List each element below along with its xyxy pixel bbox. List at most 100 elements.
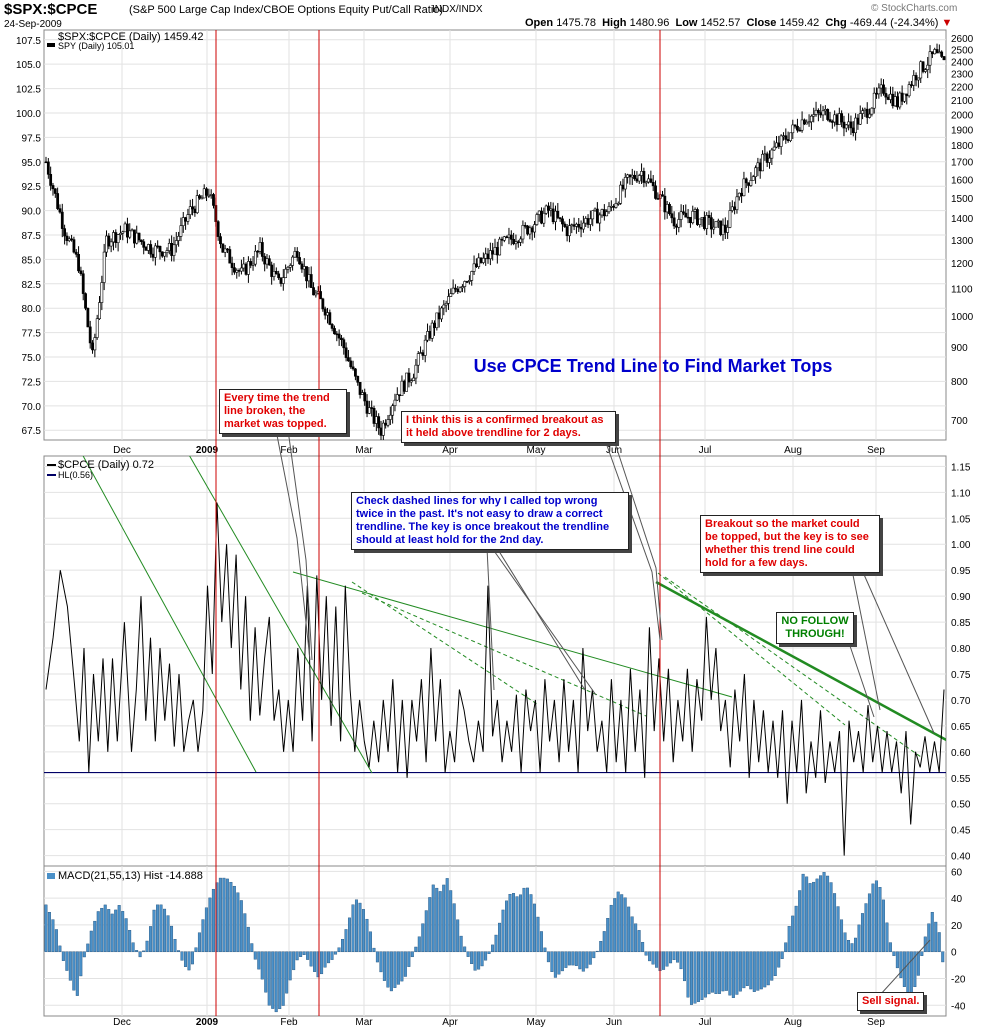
macd-bar	[145, 940, 149, 952]
candle-body	[851, 127, 855, 134]
macd-tick-label: -20	[951, 975, 966, 986]
candle-body	[530, 227, 534, 233]
price-right-tick-label: 1900	[951, 125, 974, 136]
candle-body	[58, 208, 62, 213]
macd-bar	[763, 951, 767, 988]
time-tick-label-bottom: Mar	[355, 1017, 373, 1028]
macd-bar	[138, 951, 142, 958]
macd-bar	[222, 877, 226, 952]
candle-body	[179, 225, 183, 237]
candle-body	[689, 217, 692, 224]
macd-bar	[588, 951, 592, 965]
macd-bar	[714, 951, 718, 994]
macd-bar	[93, 920, 97, 952]
candle-body	[240, 267, 243, 272]
macd-bar	[892, 951, 896, 956]
macd-bar	[676, 951, 680, 963]
candle-body	[95, 318, 99, 338]
pointer-2b	[613, 439, 663, 641]
candle-body	[505, 236, 509, 239]
candle-body	[600, 209, 604, 216]
candle-body	[675, 225, 678, 228]
macd-bar	[557, 951, 561, 975]
candle-body	[379, 427, 383, 436]
macd-bar	[623, 897, 627, 952]
candle-body	[374, 416, 378, 424]
cpce-tick-label: 1.05	[951, 514, 971, 525]
macd-bar	[163, 908, 167, 952]
candle-body	[728, 210, 732, 228]
candle-body	[709, 217, 713, 230]
candle-body	[782, 135, 785, 138]
macd-bar	[641, 941, 645, 952]
candle-body	[167, 243, 171, 251]
macd-bar	[47, 912, 51, 952]
candle-body	[919, 61, 923, 79]
price-right-tick-label: 900	[951, 343, 968, 354]
macd-bar	[899, 951, 903, 978]
macd-bar	[724, 951, 728, 991]
macd-bar	[564, 951, 568, 968]
candle-body	[186, 214, 190, 222]
candle-body	[835, 114, 839, 125]
candle-body	[242, 263, 246, 269]
candle-body	[523, 225, 527, 227]
candle-body	[153, 245, 157, 258]
macd-bar	[466, 951, 470, 957]
macd-bar	[742, 951, 746, 989]
candle-body	[586, 218, 590, 225]
cpce-line	[45, 502, 945, 856]
price-right-tick-label: 700	[951, 416, 968, 427]
candle-body	[868, 113, 871, 118]
candle-body	[942, 56, 946, 61]
candle-body	[402, 380, 406, 392]
macd-bar	[602, 931, 606, 952]
candle-body	[858, 113, 862, 125]
candle-body	[514, 241, 518, 245]
macd-bar	[250, 943, 254, 952]
macd-bar	[627, 906, 631, 952]
candle-body	[923, 69, 927, 72]
time-tick-label-bottom: Sep	[867, 1017, 885, 1028]
price-left-tick-label: 80.0	[22, 304, 42, 315]
macd-bar	[731, 951, 735, 998]
price-left-axis: 67.5 70.0 72.5 75.0 77.5 80.0 82.5 85.0 87.5 90.0…	[16, 36, 41, 437]
candle-body	[49, 174, 53, 186]
candle-body	[279, 277, 283, 284]
candle-body	[354, 368, 357, 377]
macd-bar	[379, 951, 383, 973]
candle-body	[723, 224, 727, 233]
macd-bar	[306, 951, 310, 960]
time-tick-label-top: 2009	[196, 445, 219, 456]
candle-body	[565, 226, 569, 237]
macd-bar	[606, 918, 610, 952]
candle-body	[419, 352, 422, 354]
candle-body	[798, 129, 802, 132]
macd-bar	[550, 951, 554, 972]
candle-body	[360, 392, 364, 395]
spy-legend: SPY (Daily) 105.01	[58, 41, 134, 51]
macd-bar	[159, 904, 163, 952]
candle-body	[502, 236, 506, 241]
price-left-tick-label: 87.5	[22, 231, 42, 242]
macd-bar	[703, 951, 707, 998]
candle-body	[635, 178, 639, 182]
candle-body	[384, 422, 388, 426]
candle-body	[828, 119, 832, 122]
candle-body	[777, 142, 781, 147]
candle-body	[593, 208, 597, 211]
candle-body	[409, 380, 413, 383]
candle-body	[209, 194, 213, 196]
macd-bar	[438, 891, 442, 952]
candle-body	[714, 221, 718, 228]
macd-tick-label: 40	[951, 894, 963, 905]
candle-body	[695, 209, 699, 225]
candle-body	[309, 274, 313, 288]
candle-body	[528, 227, 532, 235]
macd-bar	[232, 885, 236, 952]
macd-bar	[187, 951, 191, 971]
time-tick-label-top: Dec	[113, 445, 131, 456]
candle-body	[114, 232, 118, 244]
macd-bar	[491, 944, 495, 952]
macd-bar	[65, 951, 69, 971]
